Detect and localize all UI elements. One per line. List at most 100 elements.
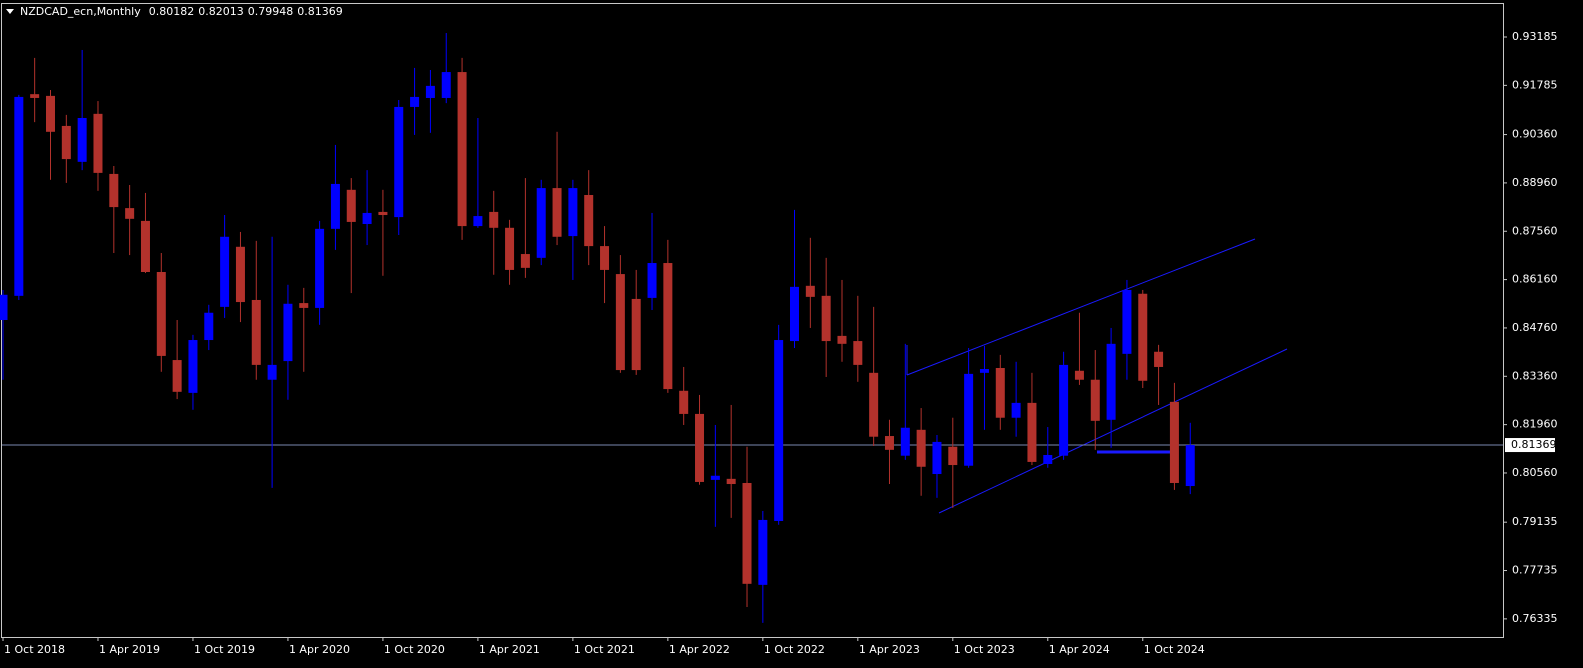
y-tick-label: 0.79135 bbox=[1512, 515, 1558, 528]
candle-body bbox=[821, 295, 831, 342]
candle-body bbox=[362, 212, 372, 225]
candle-body bbox=[1154, 351, 1164, 367]
x-tick-label: 1 Oct 2018 bbox=[4, 643, 65, 656]
candle-body bbox=[425, 85, 435, 98]
last-price-label: 0.81369 bbox=[1511, 438, 1557, 451]
candle-body bbox=[410, 96, 420, 107]
candle-body bbox=[948, 446, 958, 466]
ohlc-high: 0.82013 bbox=[198, 5, 244, 18]
y-tick-label: 0.86160 bbox=[1512, 273, 1558, 286]
candle-body bbox=[758, 519, 768, 585]
candle-body bbox=[77, 117, 87, 162]
candle-body bbox=[726, 478, 736, 485]
candle-body bbox=[235, 246, 245, 303]
candle-body bbox=[1059, 364, 1069, 456]
x-tick-label: 1 Apr 2022 bbox=[669, 643, 730, 656]
ohlc-close: 0.81369 bbox=[297, 5, 343, 18]
candle-body bbox=[536, 188, 546, 258]
candle-body bbox=[283, 303, 293, 362]
x-tick-label: 1 Apr 2023 bbox=[859, 643, 920, 656]
candle-body bbox=[473, 216, 483, 227]
candle-body bbox=[710, 475, 720, 480]
candle-body bbox=[884, 436, 894, 450]
candle-body bbox=[378, 211, 388, 216]
candle-body bbox=[156, 272, 166, 356]
candle-body bbox=[995, 367, 1005, 418]
candle-body bbox=[394, 106, 404, 218]
candle-body bbox=[584, 194, 594, 247]
ohlc-open: 0.80182 bbox=[149, 5, 195, 18]
candle-body bbox=[45, 95, 55, 132]
candle-body bbox=[489, 211, 499, 228]
x-tick-label: 1 Apr 2024 bbox=[1049, 643, 1110, 656]
candle-body bbox=[600, 246, 610, 270]
candle-body bbox=[805, 285, 815, 297]
candle-body bbox=[1027, 402, 1037, 462]
candle-body bbox=[1106, 343, 1116, 420]
candle-body bbox=[1169, 401, 1179, 483]
x-tick-label: 1 Oct 2020 bbox=[384, 643, 445, 656]
x-tick-label: 1 Oct 2024 bbox=[1144, 643, 1205, 656]
menu-triangle[interactable] bbox=[6, 9, 14, 14]
y-tick-label: 0.84760 bbox=[1512, 321, 1558, 334]
y-tick-label: 0.91785 bbox=[1512, 78, 1558, 91]
x-tick-label: 1 Oct 2022 bbox=[764, 643, 825, 656]
candle-body bbox=[615, 274, 625, 371]
candle-body bbox=[979, 369, 989, 373]
candle-body bbox=[790, 286, 799, 342]
candle-body bbox=[853, 341, 863, 365]
candle-body bbox=[916, 429, 926, 467]
x-tick-label: 1 Apr 2020 bbox=[289, 643, 350, 656]
candle-body bbox=[220, 236, 230, 307]
y-tick-label: 0.93185 bbox=[1512, 30, 1558, 43]
candle-body bbox=[1043, 455, 1053, 464]
candle-body bbox=[109, 173, 119, 208]
y-tick-label: 0.77735 bbox=[1512, 564, 1558, 577]
last-price-box bbox=[1505, 438, 1555, 453]
candle-body bbox=[14, 96, 24, 296]
x-tick-label: 1 Oct 2019 bbox=[194, 643, 255, 656]
candle-body bbox=[1090, 379, 1100, 421]
y-tick-label: 0.90360 bbox=[1512, 128, 1558, 141]
candle-body bbox=[61, 125, 71, 160]
candle-body bbox=[315, 228, 325, 308]
candle-body bbox=[900, 427, 910, 456]
channel-upper[interactable] bbox=[906, 238, 1256, 376]
candle-body bbox=[330, 183, 340, 229]
candle-body bbox=[505, 227, 515, 270]
x-tick-label: 1 Oct 2021 bbox=[574, 643, 635, 656]
plot-frame bbox=[1, 3, 1504, 638]
candle-body bbox=[204, 312, 214, 341]
candle-body bbox=[932, 441, 942, 475]
candle-body bbox=[1138, 293, 1148, 381]
candle-body bbox=[299, 303, 309, 308]
candle-body bbox=[125, 208, 135, 219]
candle-body bbox=[964, 373, 974, 466]
y-tick-label: 0.88960 bbox=[1512, 176, 1558, 189]
candle-body bbox=[1185, 445, 1195, 487]
y-tick-label: 0.81960 bbox=[1512, 418, 1558, 431]
candle-body bbox=[568, 188, 578, 237]
y-tick-label: 0.80560 bbox=[1512, 466, 1558, 479]
candle-body bbox=[1011, 402, 1021, 418]
candle-body bbox=[774, 340, 784, 521]
candle-body bbox=[552, 188, 562, 237]
candle-body bbox=[30, 94, 40, 98]
candle-body bbox=[441, 72, 451, 98]
candle-body bbox=[93, 113, 103, 173]
candle-body bbox=[647, 263, 657, 298]
candle-body bbox=[346, 189, 356, 222]
ohlc-low: 0.79948 bbox=[248, 5, 294, 18]
x-tick-label: 1 Oct 2023 bbox=[954, 643, 1015, 656]
candle-body bbox=[457, 72, 467, 227]
candle-body bbox=[742, 482, 752, 584]
candle-body bbox=[188, 340, 198, 393]
candle-body bbox=[631, 298, 641, 371]
channel-lower[interactable] bbox=[938, 348, 1288, 514]
candle-body bbox=[1122, 289, 1132, 354]
candle-body bbox=[251, 299, 261, 365]
y-tick-label: 0.83360 bbox=[1512, 369, 1558, 382]
candle-body bbox=[267, 364, 277, 380]
